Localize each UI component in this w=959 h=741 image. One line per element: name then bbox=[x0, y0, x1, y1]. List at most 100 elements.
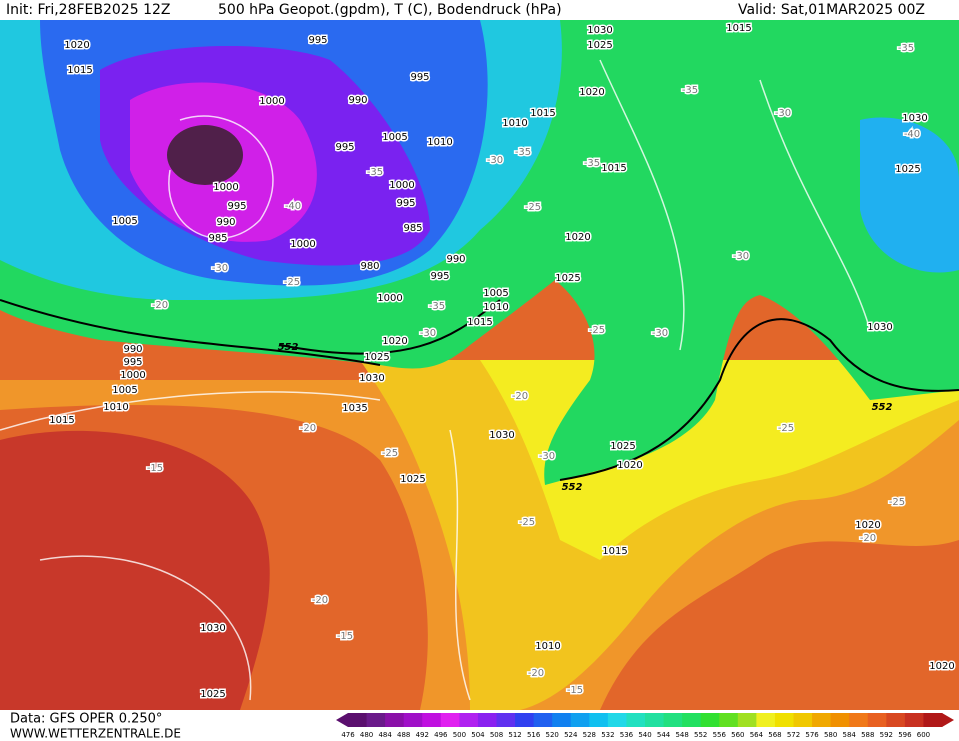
colorbar-cell bbox=[459, 713, 479, 727]
pressure-label: 1000 bbox=[213, 182, 238, 193]
colorbar-label: 504 bbox=[471, 731, 485, 739]
pressure-label: 1010 bbox=[103, 402, 128, 413]
temperature-label: -35 bbox=[367, 167, 383, 178]
temperature-label: -20 bbox=[528, 668, 544, 679]
colorbar-label: 564 bbox=[750, 731, 764, 739]
colorbar-label: 560 bbox=[731, 731, 744, 739]
temperature-label: -30 bbox=[733, 251, 749, 262]
pressure-label: 1030 bbox=[200, 623, 225, 634]
pressure-label: 1015 bbox=[67, 65, 92, 76]
pressure-label: 1030 bbox=[489, 430, 514, 441]
colorbar-label: 572 bbox=[787, 731, 800, 739]
temperature-label: -15 bbox=[337, 631, 353, 642]
pressure-label: 1020 bbox=[617, 460, 642, 471]
pressure-label: 990 bbox=[446, 254, 465, 265]
pressure-label: 1015 bbox=[530, 108, 555, 119]
colorbar-label: 584 bbox=[843, 731, 857, 739]
colorbar-label: 480 bbox=[360, 731, 373, 739]
colorbar-cell bbox=[719, 713, 739, 727]
pressure-label: 1020 bbox=[64, 40, 89, 51]
pressure-label: 995 bbox=[308, 35, 327, 46]
pressure-label: 995 bbox=[335, 142, 354, 153]
pressure-label: 1025 bbox=[587, 40, 612, 51]
colorbar-cell bbox=[403, 713, 423, 727]
colorbar-label: 496 bbox=[434, 731, 448, 739]
colorbar-label: 532 bbox=[601, 731, 614, 739]
colorbar-label: 568 bbox=[768, 731, 781, 739]
colorbar-cell bbox=[812, 713, 832, 727]
colorbar-label: 580 bbox=[824, 731, 837, 739]
pressure-label: 1020 bbox=[565, 232, 590, 243]
contour-label: 552 bbox=[872, 402, 893, 413]
init-time: Init: Fri,28FEB2025 12Z bbox=[6, 2, 170, 18]
colorbar-label: 508 bbox=[490, 731, 503, 739]
pressure-label: 995 bbox=[410, 72, 429, 83]
colorbar-label: 484 bbox=[378, 731, 392, 739]
colorbar-cell bbox=[793, 713, 813, 727]
colorbar-label: 512 bbox=[508, 731, 521, 739]
temperature-label: -30 bbox=[487, 155, 503, 166]
pressure-label: 1005 bbox=[112, 216, 137, 227]
colorbar-cell bbox=[607, 713, 627, 727]
pressure-label: 990 bbox=[123, 344, 142, 355]
colorbar-label: 520 bbox=[546, 731, 559, 739]
colorbar-cell bbox=[552, 713, 572, 727]
site: WWW.WETTERZENTRALE.DE bbox=[10, 727, 181, 741]
colorbar-label: 528 bbox=[583, 731, 596, 739]
colorbar-arrow-right bbox=[942, 713, 954, 727]
colorbar-cell bbox=[348, 713, 368, 727]
pressure-label: 1020 bbox=[929, 661, 954, 672]
pressure-label: 1005 bbox=[382, 132, 407, 143]
pressure-label: 1020 bbox=[855, 520, 880, 531]
colorbar-cell bbox=[830, 713, 850, 727]
colorbar-cell bbox=[867, 713, 887, 727]
colorbar-label: 492 bbox=[416, 731, 429, 739]
colorbar-label: 516 bbox=[527, 731, 541, 739]
colorbar-label: 556 bbox=[713, 731, 727, 739]
colorbar-label: 548 bbox=[675, 731, 688, 739]
temperature-label: -35 bbox=[898, 43, 914, 54]
cyan-blob-east bbox=[860, 117, 959, 273]
pressure-label: 985 bbox=[208, 233, 227, 244]
colorbar-arrow-left bbox=[336, 713, 348, 727]
colorbar: 476 480 484 488 492 496 500 504 508 512 516 520 524 5… bbox=[336, 713, 954, 739]
contour-label: 552 bbox=[278, 342, 299, 353]
pressure-label: 1035 bbox=[342, 403, 367, 414]
pressure-label: 1010 bbox=[483, 302, 508, 313]
pressure-label: 1015 bbox=[49, 415, 74, 426]
colorbar-cell bbox=[496, 713, 516, 727]
colorbar-label: 552 bbox=[694, 731, 707, 739]
colorbar-cell bbox=[774, 713, 794, 727]
low-center bbox=[167, 125, 243, 185]
colorbar-cell bbox=[700, 713, 720, 727]
contour-label: 552 bbox=[562, 482, 583, 493]
pressure-label: 1010 bbox=[535, 641, 560, 652]
map-labels: 1020 1015 995 995 1000 990 1005 1010 1010 1015 995… bbox=[48, 22, 956, 702]
colorbar-cell bbox=[849, 713, 869, 727]
temperature-label: -35 bbox=[584, 158, 600, 169]
temperature-label: -25 bbox=[519, 517, 535, 528]
pressure-label: 1000 bbox=[120, 370, 145, 381]
pressure-label: 1030 bbox=[359, 373, 384, 384]
pressure-label: 1030 bbox=[902, 113, 927, 124]
colorbar-cell bbox=[923, 713, 943, 727]
temperature-label: -20 bbox=[152, 300, 168, 311]
colorbar-cell bbox=[737, 713, 757, 727]
temperature-label: -30 bbox=[420, 328, 436, 339]
colorbar-label: 476 bbox=[341, 731, 355, 739]
warm-region bbox=[0, 430, 270, 710]
temperature-label: -25 bbox=[284, 277, 300, 288]
pressure-label: 995 bbox=[123, 357, 142, 368]
colorbar-cell bbox=[570, 713, 590, 727]
colorbar-cell bbox=[440, 713, 460, 727]
temperature-label: -25 bbox=[589, 325, 605, 336]
pressure-label: 990 bbox=[216, 217, 235, 228]
pressure-label: 1015 bbox=[467, 317, 492, 328]
temperature-label: -30 bbox=[775, 108, 791, 119]
temperature-label: -20 bbox=[312, 595, 328, 606]
pressure-label: 1025 bbox=[400, 474, 425, 485]
colorbar-cell bbox=[886, 713, 906, 727]
pressure-label: 1000 bbox=[377, 293, 402, 304]
colorbar-cell bbox=[645, 713, 665, 727]
